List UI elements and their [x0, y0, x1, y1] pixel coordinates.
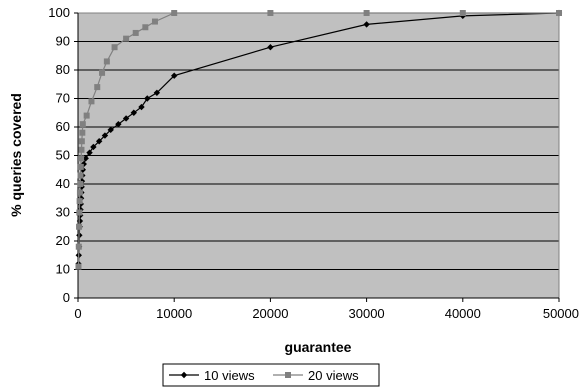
series-1-point-27	[153, 89, 161, 96]
series-2-point-4	[76, 198, 83, 205]
series-2-point-3	[76, 209, 83, 216]
series-2-point-2	[76, 223, 83, 230]
series-2-point-19	[111, 44, 118, 51]
series-2-point-0	[75, 263, 82, 270]
series-2-point-21	[132, 29, 139, 36]
legend-marker-1	[180, 371, 188, 379]
y-tick-label-5: 50	[56, 148, 70, 163]
series-1-point-22	[115, 120, 122, 128]
legend-box	[162, 363, 380, 387]
series-1-point-20	[101, 132, 109, 139]
x-tick-label-5: 50000	[543, 306, 579, 321]
series-2-point-11	[78, 138, 85, 145]
y-tick-label-6: 60	[56, 119, 70, 134]
legend-label-1: 10 views	[204, 368, 255, 383]
series-2-point-12	[79, 129, 86, 136]
series-2-point-9	[78, 155, 85, 162]
y-axis-ticks: 0 10 20 30 40 50 60 70 80 90 100	[48, 5, 78, 305]
y-tick-label-10: 100	[48, 5, 70, 20]
series-1-point-16	[82, 155, 89, 162]
legend-label-2: 20 views	[308, 368, 359, 383]
series-2-point-7	[77, 172, 84, 179]
series-2-point-23	[151, 18, 158, 25]
series-1-point-30	[363, 21, 370, 28]
y-tick-label-7: 70	[56, 91, 70, 106]
series-2-point-25	[267, 10, 274, 16]
series-1-point-23	[122, 115, 130, 122]
y-tick-label-3: 30	[56, 205, 70, 220]
series-2-point-18	[103, 58, 110, 65]
y-tick-label-2: 20	[56, 233, 70, 248]
series-2-point-16	[94, 84, 101, 91]
series-1-point-29	[267, 44, 274, 51]
y-tick-label-4: 40	[56, 176, 70, 191]
series-1-point-24	[130, 109, 137, 116]
series-2-point-5	[76, 189, 83, 196]
x-tick-label-0: 0	[74, 306, 81, 321]
series-1-point-28	[171, 72, 178, 79]
series-2-point-27	[459, 10, 466, 16]
series-2	[75, 10, 562, 270]
series-1-point-5	[76, 217, 84, 225]
x-tick-label-1: 10000	[156, 306, 192, 321]
y-tick-label-8: 80	[56, 62, 70, 77]
x-tick-label-2: 20000	[252, 306, 288, 321]
series-1-point-21	[107, 126, 114, 134]
series-2-point-13	[79, 121, 86, 128]
series-1-point-19	[95, 138, 103, 145]
legend-marker-2	[285, 372, 291, 378]
x-axis-title: guarantee	[285, 339, 352, 355]
series-2-point-1	[75, 243, 82, 250]
y-axis-title: % queries covered	[8, 93, 24, 217]
series-1-point-26	[144, 95, 151, 102]
y-tick-label-1: 10	[56, 262, 70, 277]
series-1-point-25	[138, 103, 145, 111]
series-1-point-18	[90, 143, 97, 151]
series-2-point-22	[142, 24, 149, 31]
series-2-point-10	[78, 146, 85, 153]
series-2-point-20	[123, 35, 130, 42]
series-2-point-6	[77, 181, 84, 187]
series-2-point-17	[99, 69, 106, 76]
series-2-point-8	[77, 163, 84, 170]
series-2-point-24	[171, 10, 178, 16]
x-axis-ticks: 0 10000 20000 30000 40000 50000	[74, 298, 579, 321]
series-1-point-17	[86, 149, 93, 156]
legend: 10 views 20 views	[162, 363, 380, 387]
series-2-point-15	[88, 98, 95, 105]
y-tick-label-9: 90	[56, 34, 70, 49]
series-layer	[75, 9, 563, 270]
y-tick-label-0: 0	[63, 290, 70, 305]
series-2-point-14	[83, 112, 90, 119]
series-2-point-28	[556, 10, 562, 16]
x-tick-label-3: 30000	[349, 306, 385, 321]
series-2-point-26	[363, 10, 370, 16]
x-tick-label-4: 40000	[445, 306, 481, 321]
